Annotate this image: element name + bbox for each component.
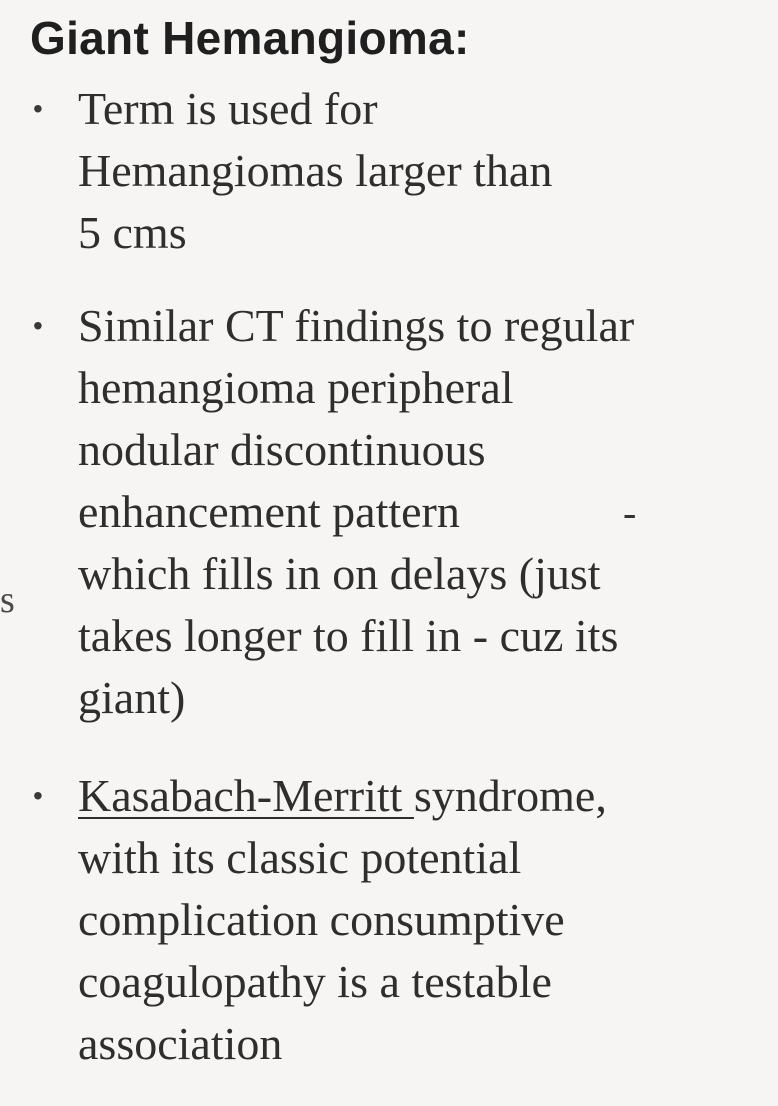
bullet-line-rest: syndrome, xyxy=(413,770,607,821)
bullet-line: 5 cms xyxy=(78,207,187,258)
bullet-line: hemangioma peripheral xyxy=(78,362,514,413)
bullet-text: Similar CT findings to regular hemangiom… xyxy=(78,295,634,729)
bullet-icon: • xyxy=(33,780,43,811)
bullet-line: complication consumptive xyxy=(78,894,565,945)
bullet-line: Term is used for xyxy=(78,83,378,134)
stray-dash: - xyxy=(623,490,637,535)
bullet-line: Kasabach-Merritt syndrome, xyxy=(78,765,607,827)
bullet-text: Term is used for Hemangiomas larger than… xyxy=(78,78,552,264)
kasabach-merritt-link[interactable]: Kasabach-Merritt xyxy=(78,770,414,821)
bullet-line: which fills in on delays (just xyxy=(78,548,601,599)
slide-title: Giant Hemangioma: xyxy=(30,12,470,64)
bullet-line: coagulopathy is a testable xyxy=(78,956,552,1007)
bullet-line: with its classic potential xyxy=(78,832,522,883)
bullet-line: Hemangiomas larger than xyxy=(78,145,553,196)
bullet-line: Similar CT findings to regular xyxy=(78,300,635,351)
bullet-icon: • xyxy=(33,93,43,124)
bullet-line: association xyxy=(78,1018,283,1069)
stray-character: s xyxy=(0,579,15,621)
bullet-line: nodular discontinuous xyxy=(78,424,486,475)
bullet-text: Kasabach-Merritt syndrome, with its clas… xyxy=(78,765,607,1075)
bullet-line: enhancement pattern xyxy=(78,486,460,537)
bullet-icon: • xyxy=(33,310,43,341)
bullet-line: takes longer to fill in - cuz its xyxy=(78,610,619,661)
bullet-line: giant) xyxy=(78,672,186,723)
